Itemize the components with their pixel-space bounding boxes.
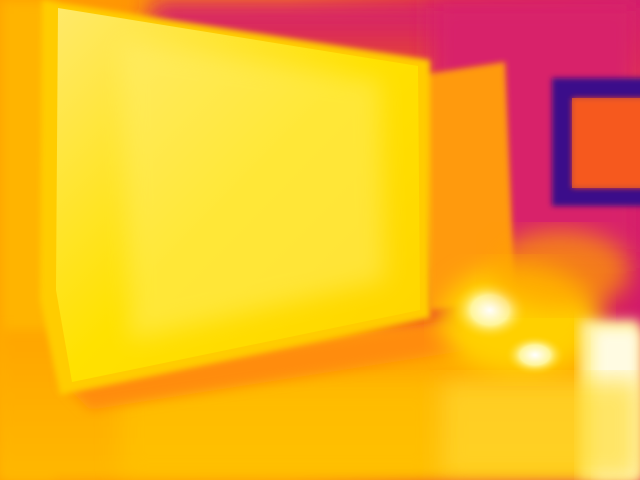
wall-picture-frame	[552, 78, 640, 206]
warm-glow-region	[490, 230, 630, 310]
desk-hot-zone	[440, 380, 640, 480]
monitor-base-shadow	[60, 320, 470, 410]
background-object	[420, 62, 515, 310]
monitor	[40, 0, 430, 395]
